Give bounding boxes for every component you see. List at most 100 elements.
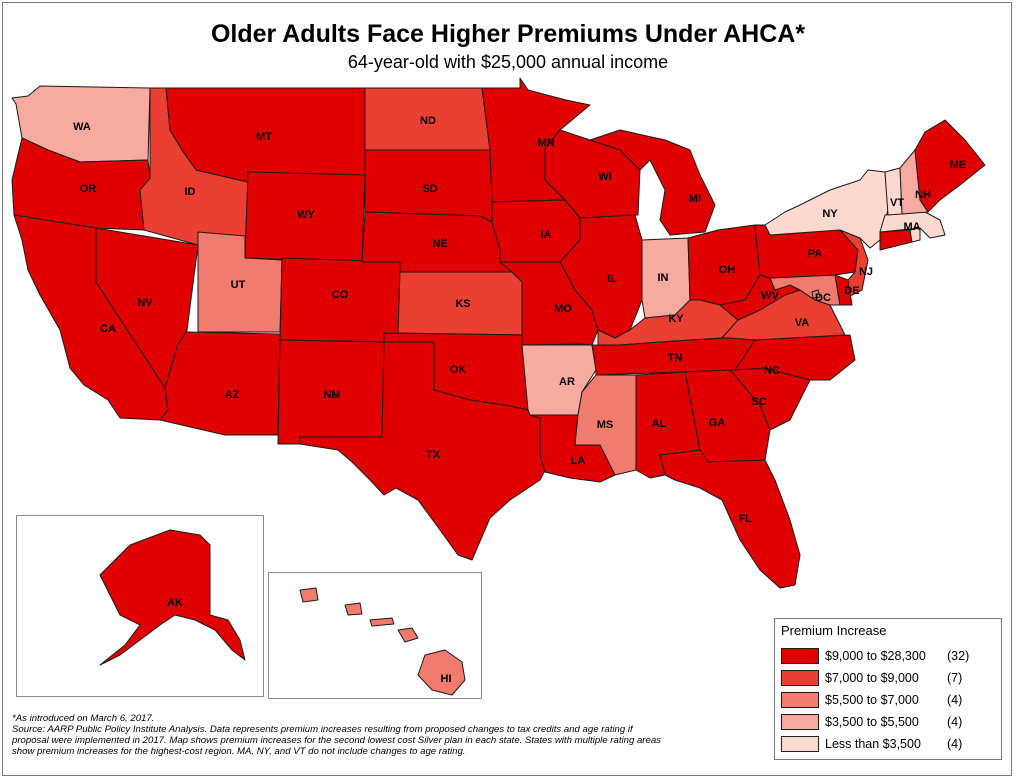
label-MN: MN	[537, 137, 554, 149]
label-SC: SC	[751, 396, 766, 408]
label-HI: HI	[441, 673, 452, 685]
legend-swatch	[781, 736, 819, 752]
state-HI-oahu[interactable]	[344, 602, 363, 616]
legend-swatch	[781, 714, 819, 730]
state-IA[interactable]	[491, 199, 581, 263]
label-WV: WV	[761, 290, 779, 302]
label-MT: MT	[256, 131, 272, 143]
label-ME: ME	[950, 159, 967, 171]
state-MI[interactable]	[589, 129, 716, 236]
label-TN: TN	[668, 352, 683, 364]
map-title: Older Adults Face Higher Premiums Under …	[210, 20, 806, 48]
label-IA: IA	[541, 229, 552, 241]
state-FL[interactable]	[659, 449, 801, 589]
legend-row: $7,000 to $9,000 (7)	[781, 669, 962, 687]
legend: Premium Increase $9,000 to $28,300 (32) …	[774, 618, 1002, 760]
state-AZ[interactable]	[159, 331, 281, 436]
legend-swatch	[781, 670, 819, 686]
note-line: *As introduced on March 6, 2017.	[12, 713, 155, 724]
state-HI-kauai[interactable]	[299, 587, 319, 603]
legend-count: (4)	[947, 737, 963, 751]
label-TX: TX	[426, 449, 441, 461]
label-CA: CA	[100, 323, 116, 335]
legend-count: (7)	[947, 671, 963, 685]
state-NJ[interactable]	[839, 229, 869, 297]
label-UT: UT	[231, 279, 246, 291]
legend-row: $5,500 to $7,000 (4)	[781, 691, 962, 709]
alaska-inset-frame	[16, 515, 264, 697]
label-GA: GA	[709, 417, 726, 429]
map-subtitle: 64-year-old with $25,000 annual income	[347, 52, 669, 72]
label-OK: OK	[450, 364, 467, 376]
label-LA: LA	[571, 455, 586, 467]
label-NE: NE	[432, 238, 447, 250]
state-WI[interactable]	[544, 129, 641, 219]
label-DC: DC	[815, 292, 831, 304]
state-DE[interactable]	[834, 274, 853, 306]
label-VT: VT	[890, 197, 904, 209]
state-AK[interactable]	[99, 529, 246, 666]
legend-count: (32)	[947, 649, 970, 663]
label-IL: IL	[607, 273, 617, 285]
label-AL: AL	[652, 418, 667, 430]
legend-count: (4)	[947, 715, 963, 729]
legend-swatch	[781, 648, 819, 664]
label-ID: ID	[185, 186, 196, 198]
label-NH: NH	[915, 189, 931, 201]
label-WI: WI	[598, 171, 611, 183]
label-MO: MO	[554, 303, 572, 315]
state-labels: WA OR CA NV ID MT WY UT AZ CO NM ND SD N…	[73, 115, 966, 685]
label-NV: NV	[137, 297, 153, 309]
legend-range: $5,500 to $7,000	[825, 693, 919, 707]
label-WY: WY	[297, 209, 315, 221]
label-IN: IN	[658, 272, 669, 284]
label-ND: ND	[420, 115, 436, 127]
legend-range: $9,000 to $28,300	[825, 649, 926, 663]
legend-count: (4)	[947, 693, 963, 707]
state-DC[interactable]	[811, 289, 821, 299]
legend-range: Less than $3,500	[825, 737, 921, 751]
label-MI: MI	[689, 193, 701, 205]
legend-swatch	[781, 692, 819, 708]
label-FL: FL	[738, 513, 752, 525]
state-ME[interactable]	[914, 119, 986, 213]
label-MA: MA	[903, 221, 920, 233]
state-MA[interactable]	[879, 211, 946, 239]
legend-range: $7,000 to $9,000	[825, 671, 919, 685]
label-NJ: NJ	[859, 266, 873, 278]
legend-title: Premium Increase	[781, 623, 887, 638]
hawaii-inset-frame	[268, 572, 482, 699]
label-MS: MS	[597, 419, 614, 431]
note-line: show premium increases for the highest-c…	[12, 746, 466, 757]
label-CO: CO	[332, 289, 349, 301]
label-NC: NC	[764, 365, 780, 377]
legend-row: Less than $3,500 (4)	[781, 735, 962, 753]
label-VA: VA	[795, 317, 810, 329]
legend-range: $3,500 to $5,500	[825, 715, 919, 729]
legend-row: $9,000 to $28,300 (32)	[781, 647, 969, 665]
label-NM: NM	[323, 389, 340, 401]
note-line: proposal were implemented in 2017. Map s…	[12, 735, 661, 746]
state-TX[interactable]	[299, 341, 549, 561]
label-OR: OR	[80, 183, 97, 195]
label-PA: PA	[808, 248, 823, 260]
label-SD: SD	[422, 183, 437, 195]
state-HI-maui[interactable]	[397, 627, 419, 643]
label-OH: OH	[719, 264, 736, 276]
state-CT[interactable]	[879, 229, 913, 251]
state-HI[interactable]	[417, 649, 466, 696]
legend-row: $3,500 to $5,500 (4)	[781, 713, 962, 731]
source-notes: *As introduced on March 6, 2017. Source:…	[12, 713, 752, 757]
label-KY: KY	[668, 313, 684, 325]
label-AK: AK	[167, 597, 183, 609]
label-NY: NY	[822, 208, 838, 220]
label-DE: DE	[844, 285, 859, 297]
note-line: Source: AARP Public Policy Institute Ana…	[12, 724, 633, 735]
state-HI-molokai[interactable]	[369, 617, 395, 627]
label-WA: WA	[73, 121, 91, 133]
label-AR: AR	[559, 376, 575, 388]
label-AZ: AZ	[225, 389, 240, 401]
label-KS: KS	[455, 298, 470, 310]
